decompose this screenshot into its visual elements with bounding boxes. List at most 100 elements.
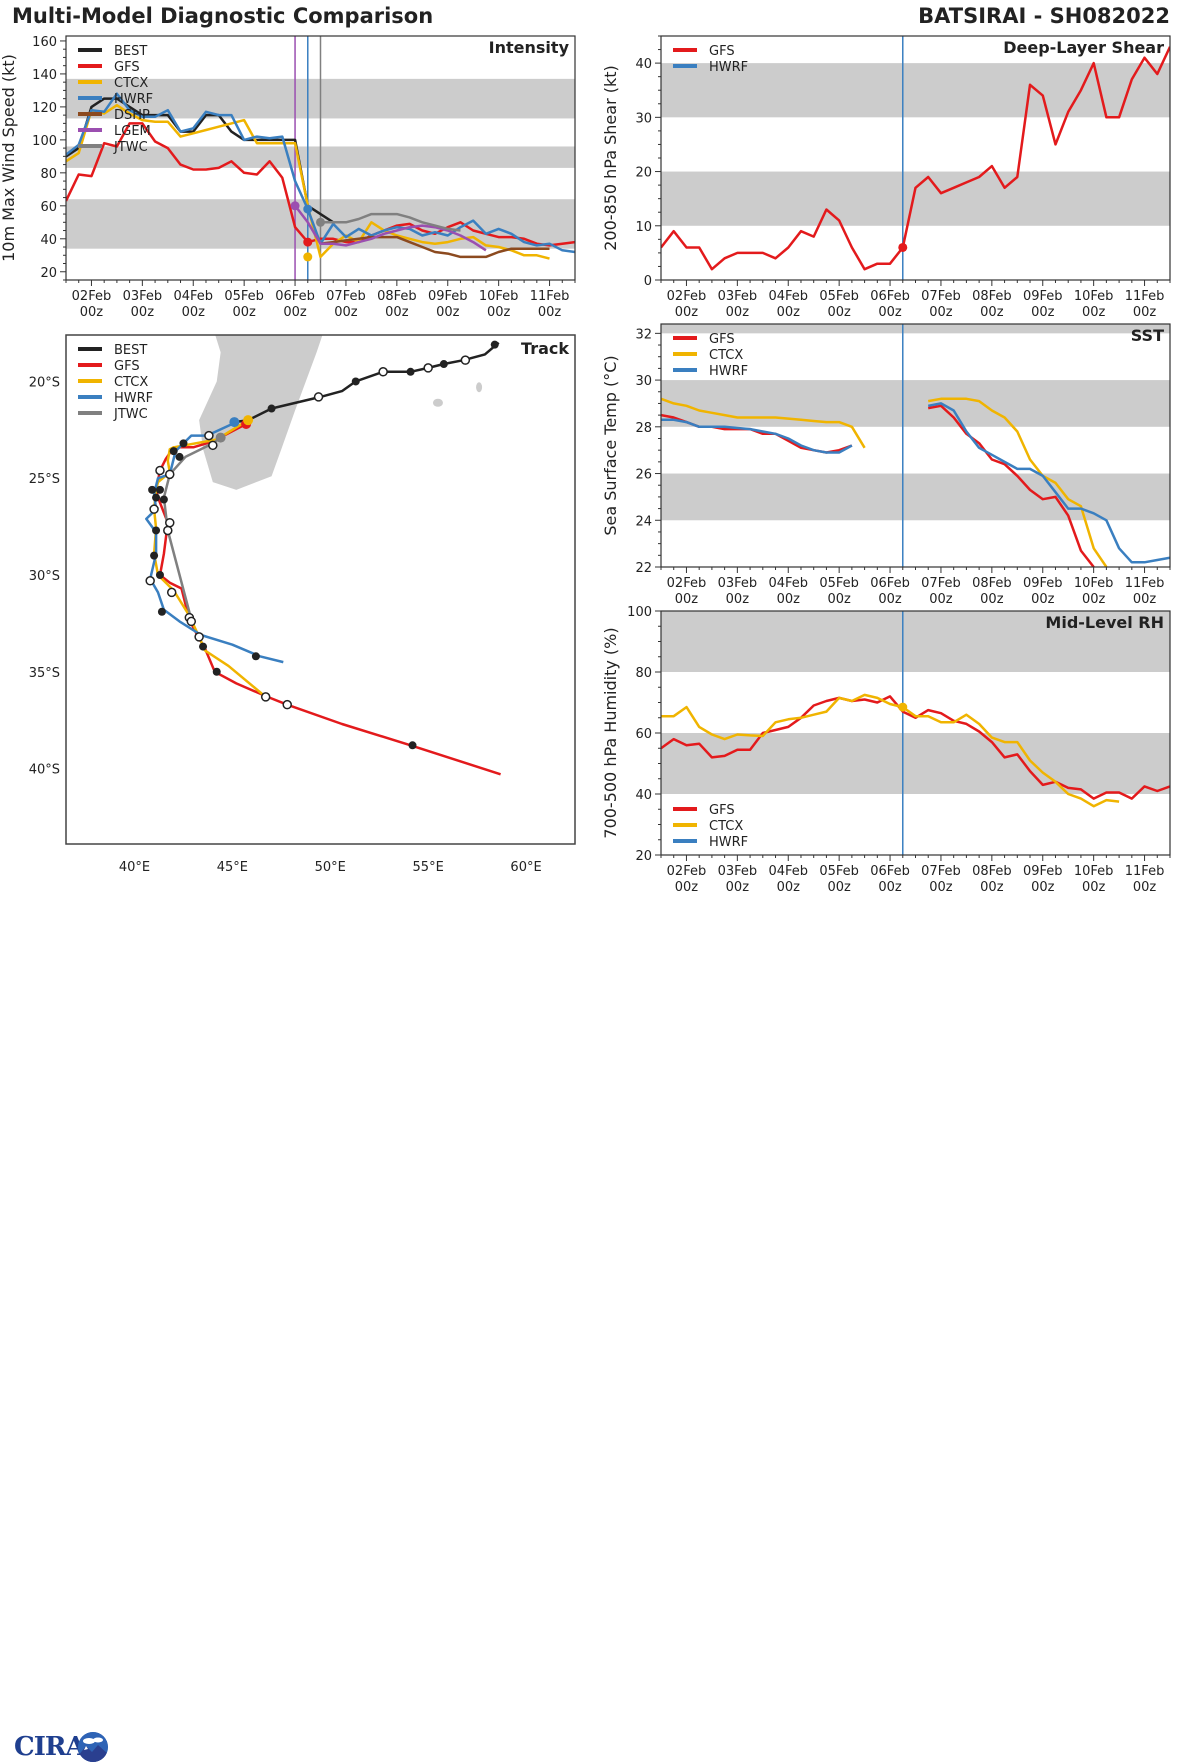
track-point-00z <box>199 642 208 651</box>
x-tick-label-hour: 00z <box>980 592 1004 607</box>
track-point-00z <box>351 377 360 386</box>
x-tick-label-hour: 00z <box>538 305 562 320</box>
legend-label: HWRF <box>114 92 153 107</box>
series-line-best <box>66 97 334 224</box>
x-tick-label-hour: 00z <box>929 305 953 320</box>
x-tick-label-day: 11Feb <box>1125 289 1165 304</box>
x-tick-label-day: 08Feb <box>972 289 1012 304</box>
track-point-12z <box>166 587 177 598</box>
plot-area <box>661 324 1170 567</box>
track-point-00z <box>169 447 178 456</box>
map-area <box>145 335 501 776</box>
series-line-dshp <box>320 235 550 259</box>
y-tick-label: 40 <box>40 233 57 248</box>
track-point-12z <box>460 355 471 365</box>
series-line-jtwc <box>320 212 461 232</box>
lon-tick-label: 45°E <box>217 860 248 875</box>
series-line-lgem <box>294 205 487 252</box>
map-frame <box>65 334 576 845</box>
lon-tick-label: 55°E <box>413 860 444 875</box>
y-tick-label: 160 <box>32 35 57 50</box>
mauritius-island <box>476 382 483 393</box>
x-tick-label-hour: 00z <box>878 305 902 320</box>
x-tick-label-hour: 00z <box>487 305 511 320</box>
track-point-12z <box>378 367 388 377</box>
legend-label: HWRF <box>709 364 748 379</box>
x-tick-label-hour: 00z <box>726 592 750 607</box>
x-tick-label-day: 11Feb <box>530 289 570 304</box>
x-tick-label-day: 05Feb <box>224 289 264 304</box>
panel-title: Deep-Layer Shear <box>1003 38 1164 57</box>
legend-label: DSHP <box>114 108 150 123</box>
y-tick-label: 40 <box>635 788 652 803</box>
lon-tick-label: 50°E <box>315 860 346 875</box>
x-tick-label-hour: 00z <box>675 592 699 607</box>
init-marker-ctcx <box>303 252 313 262</box>
legend-label: JTWC <box>113 140 148 155</box>
track-point-12z <box>186 616 197 627</box>
x-tick-label-day: 05Feb <box>819 576 859 591</box>
shaded-band <box>661 63 1170 118</box>
shear-panel: 01020304002Feb00z03Feb00z04Feb00z05Feb00… <box>601 35 1171 320</box>
track-point-12z <box>313 392 324 402</box>
x-tick-label-day: 10Feb <box>479 289 519 304</box>
x-tick-label-day: 06Feb <box>870 289 910 304</box>
plot-area <box>661 36 1170 280</box>
track-point-00z <box>406 367 415 376</box>
reunion-island <box>432 398 443 407</box>
legend-label: JTWC <box>113 407 148 422</box>
x-tick-label-hour: 00z <box>131 305 155 320</box>
track-point-00z <box>148 485 157 494</box>
init-marker-gfs <box>898 242 908 252</box>
x-tick-label-hour: 00z <box>1133 305 1157 320</box>
x-tick-label-day: 08Feb <box>377 289 417 304</box>
x-tick-label-day: 11Feb <box>1125 576 1165 591</box>
x-tick-label-hour: 00z <box>827 305 851 320</box>
x-tick-label-hour: 00z <box>1082 592 1106 607</box>
shaded-band <box>661 324 1170 334</box>
x-tick-label-hour: 00z <box>827 592 851 607</box>
legend-label: CTCX <box>709 348 743 363</box>
x-tick-label-hour: 00z <box>1082 880 1106 895</box>
x-tick-label-day: 03Feb <box>718 576 758 591</box>
track-point-12z <box>204 430 214 441</box>
y-tick-label: 28 <box>635 421 652 436</box>
x-tick-label-hour: 00z <box>777 592 801 607</box>
series-line-ctcx <box>661 397 866 449</box>
track-point-00z <box>152 493 161 502</box>
x-tick-label-hour: 00z <box>980 880 1004 895</box>
panel-title: Track <box>521 339 569 358</box>
x-tick-label-day: 08Feb <box>972 864 1012 879</box>
x-tick-label-day: 10Feb <box>1074 289 1114 304</box>
track-point-12z <box>155 465 165 476</box>
x-tick-label-hour: 00z <box>1082 305 1106 320</box>
legend-label: HWRF <box>709 835 748 850</box>
legend-label: GFS <box>709 332 735 347</box>
track-point-00z <box>490 340 499 349</box>
track-point-00z <box>251 652 260 661</box>
legend-label: LGEM <box>114 124 151 139</box>
x-tick-label-day: 03Feb <box>718 864 758 879</box>
shaded-band <box>661 611 1170 672</box>
track-init-marker-ctcx <box>243 415 254 426</box>
x-tick-label-hour: 00z <box>929 880 953 895</box>
track-point-12z <box>149 504 159 514</box>
x-tick-label-hour: 00z <box>1133 592 1157 607</box>
x-tick-label-hour: 00z <box>827 880 851 895</box>
x-tick-label-hour: 00z <box>1031 880 1055 895</box>
x-tick-label-hour: 00z <box>675 880 699 895</box>
track-point-12z <box>145 576 155 586</box>
y-tick-label: 60 <box>40 200 57 215</box>
rh-panel: 2040608010002Feb00z03Feb00z04Feb00z05Feb… <box>601 605 1171 895</box>
sst-panel: 22242628303202Feb00z03Feb00z04Feb00z05Fe… <box>601 323 1171 607</box>
y-tick-label: 24 <box>635 514 652 529</box>
shaded-band <box>661 171 1170 226</box>
x-tick-label-day: 02Feb <box>667 576 707 591</box>
series-line-ctcx <box>661 693 1120 808</box>
init-marker-ctcx <box>898 702 908 712</box>
x-tick-label-day: 07Feb <box>921 864 961 879</box>
x-tick-label-day: 06Feb <box>870 864 910 879</box>
